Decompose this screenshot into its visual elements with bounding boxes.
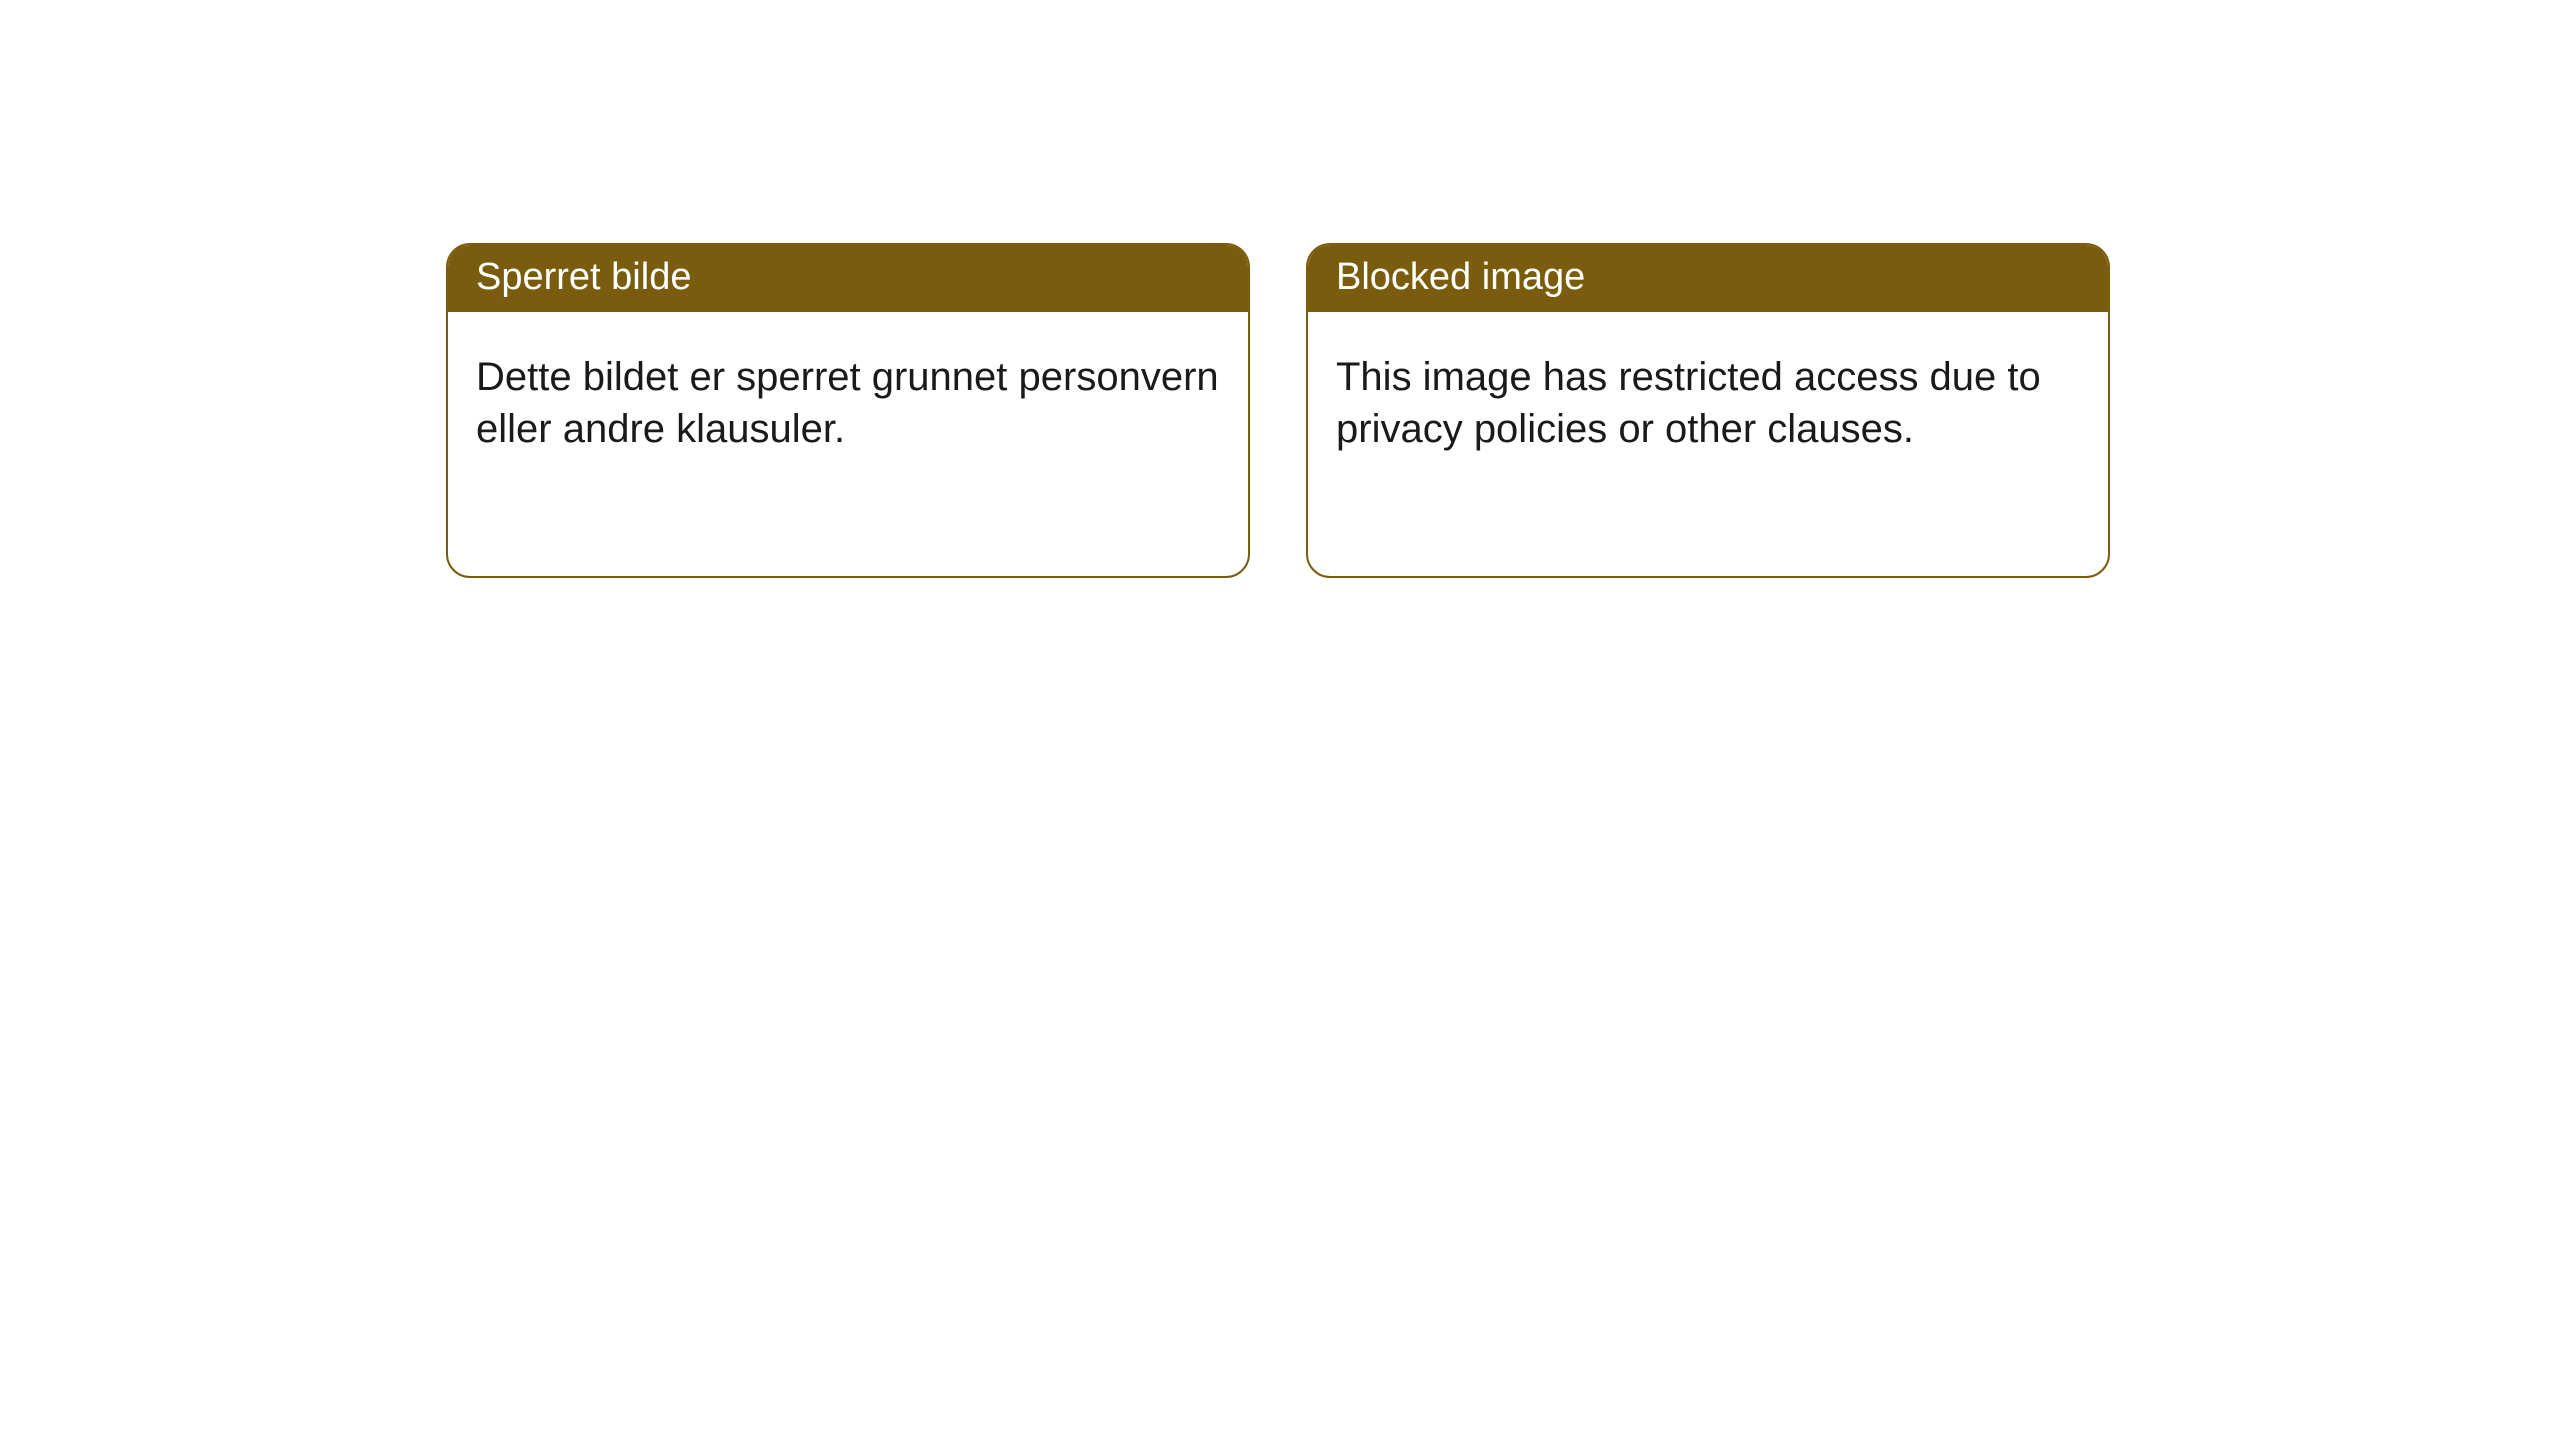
card-body-no: Dette bildet er sperret grunnet personve… [448,312,1248,482]
blocked-image-card-no: Sperret bilde Dette bildet er sperret gr… [446,243,1250,578]
notice-cards-container: Sperret bilde Dette bildet er sperret gr… [0,0,2560,578]
card-header-en: Blocked image [1308,245,2108,312]
blocked-image-card-en: Blocked image This image has restricted … [1306,243,2110,578]
card-body-en: This image has restricted access due to … [1308,312,2108,482]
card-header-no: Sperret bilde [448,245,1248,312]
